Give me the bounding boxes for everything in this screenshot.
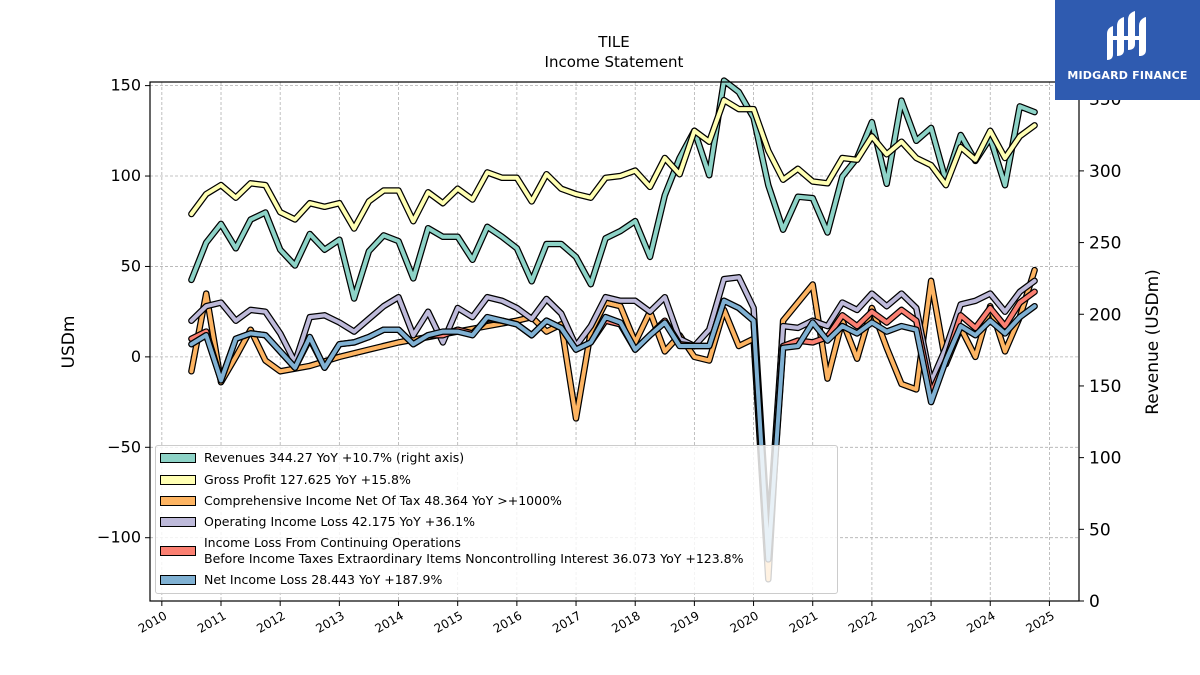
legend-swatch xyxy=(160,575,196,585)
legend-item-income-before-taxes: Income Loss From Continuing Operations B… xyxy=(160,535,743,567)
series-layer xyxy=(188,77,1038,583)
series-line xyxy=(189,275,1037,544)
series-2 xyxy=(188,266,1038,583)
x-tick-label: 2023 xyxy=(905,608,938,635)
legend-label: Comprehensive Income Net Of Tax 48.364 Y… xyxy=(204,493,562,508)
legend-item-net-income: Net Income Loss 28.443 YoY +187.9% xyxy=(160,572,442,588)
series-1 xyxy=(188,96,1038,232)
y-right-tick-label: 200 xyxy=(1089,305,1121,325)
x-tick-label: 2018 xyxy=(609,608,642,635)
series-3 xyxy=(188,274,1038,545)
x-tick-label: 2012 xyxy=(254,608,287,635)
y-right-tick-label: 150 xyxy=(1089,377,1121,397)
left-axis: 150 100 50 0 −50 −100 xyxy=(97,76,150,547)
x-tick-label: 2013 xyxy=(313,608,346,635)
legend-swatch xyxy=(160,475,196,485)
chart-subtitle: Income Statement xyxy=(545,53,684,71)
legend-label: Operating Income Loss 42.175 YoY +36.1% xyxy=(204,514,475,529)
y-right-tick-label: 0 xyxy=(1089,592,1100,612)
y-axis-label: USDm xyxy=(59,316,79,369)
x-tick-label: 2022 xyxy=(846,608,879,635)
x-axis: 2010 2011 2012 2013 2014 2015 2016 2017 2018 2019… xyxy=(136,601,1057,636)
y-right-tick-label: 50 xyxy=(1089,520,1111,540)
legend-item-comprehensive-income: Comprehensive Income Net Of Tax 48.364 Y… xyxy=(160,493,562,509)
x-tick-label: 2019 xyxy=(668,608,701,635)
series-5 xyxy=(188,297,1038,563)
y-tick-label: 100 xyxy=(110,166,141,185)
legend-label: Net Income Loss 28.443 YoY +187.9% xyxy=(204,572,443,587)
legend-label: Gross Profit 127.625 YoY +15.8% xyxy=(204,472,411,487)
y-right-tick-label: 100 xyxy=(1089,449,1121,469)
y-axis-label-right: Revenue (USDm) xyxy=(1143,269,1163,415)
logo-text: MIDGARD FINANCE xyxy=(1067,69,1188,82)
x-tick-label: 2025 xyxy=(1023,608,1056,635)
legend-swatch xyxy=(160,496,196,506)
x-tick-label: 2014 xyxy=(373,608,406,635)
chart-title: TILE xyxy=(597,33,629,51)
plot-frame xyxy=(149,81,1080,602)
legend-swatch xyxy=(160,546,196,556)
series-line xyxy=(189,298,1037,562)
x-tick-label: 2017 xyxy=(550,608,583,635)
series-line xyxy=(189,98,1037,231)
y-tick-label: 0 xyxy=(131,347,141,366)
x-tick-label: 2021 xyxy=(787,608,820,635)
legend-swatch xyxy=(160,517,196,527)
legend-item-operating-income: Operating Income Loss 42.175 YoY +36.1% xyxy=(160,514,475,530)
series-line xyxy=(189,268,1037,582)
legend-item-gross-profit: Gross Profit 127.625 YoY +15.8% xyxy=(160,472,411,488)
x-tick-label: 2010 xyxy=(136,608,169,635)
series-line xyxy=(189,78,1037,301)
legend-label: Income Loss From Continuing Operations B… xyxy=(204,535,744,566)
x-tick-label: 2011 xyxy=(195,608,228,635)
legend-swatch xyxy=(160,453,196,463)
midgard-finance-logo: MIDGARD FINANCE xyxy=(1055,0,1200,100)
legend: Revenues 344.27 YoY +10.7% (right axis) … xyxy=(155,445,838,594)
legend-label: Revenues 344.27 YoY +10.7% (right axis) xyxy=(204,450,465,465)
series-0 xyxy=(188,77,1038,302)
y-right-tick-label: 250 xyxy=(1089,234,1121,254)
y-tick-label: 150 xyxy=(110,76,141,95)
y-tick-label: −100 xyxy=(97,528,141,547)
x-tick-label: 2015 xyxy=(432,608,465,635)
y-right-tick-label: 300 xyxy=(1089,162,1121,182)
x-tick-label: 2020 xyxy=(728,608,761,635)
x-tick-label: 2024 xyxy=(964,608,997,635)
y-tick-label: 50 xyxy=(121,256,141,275)
y-tick-label: −50 xyxy=(107,437,141,456)
midgard-logo-mark-icon xyxy=(1107,11,1146,60)
legend-item-revenues: Revenues 344.27 YoY +10.7% (right axis) xyxy=(160,450,464,466)
x-tick-label: 2016 xyxy=(491,608,524,635)
